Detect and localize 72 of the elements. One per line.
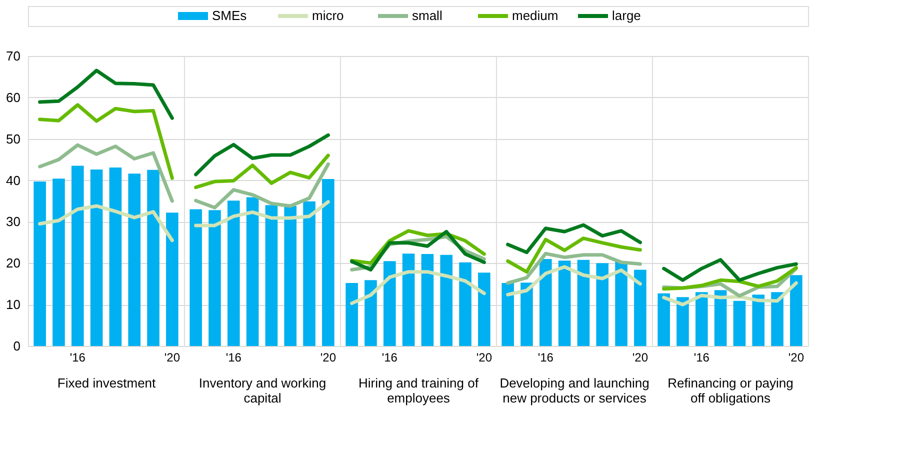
- line-series: [38, 103, 174, 180]
- x-tick-label: '16: [538, 350, 554, 364]
- x-axis-title: Fixed investment: [57, 376, 156, 390]
- y-tick-label: 40: [6, 172, 20, 188]
- x-axis-title: Developing and launching new products or services: [500, 376, 650, 406]
- bar: [71, 166, 84, 346]
- bar: [596, 263, 609, 346]
- bar: [459, 262, 472, 346]
- y-tick-label: 70: [6, 48, 20, 64]
- bar: [364, 280, 377, 346]
- bar: [190, 209, 202, 346]
- bar: [52, 178, 65, 346]
- x-tick-label: '16: [382, 350, 398, 364]
- legend-label: SMEs: [212, 8, 248, 23]
- bar: [265, 205, 278, 346]
- y-tick-label: 0: [13, 338, 20, 354]
- bar: [615, 261, 628, 346]
- x-axis-title: Hiring and training of employees: [358, 376, 479, 406]
- bar: [90, 170, 103, 346]
- bar: [539, 259, 552, 346]
- y-tick-label: 30: [6, 214, 20, 230]
- x-tick-label: '20: [788, 350, 804, 364]
- bar: [383, 261, 396, 346]
- legend-label: large: [612, 8, 641, 23]
- y-tick-label: 20: [6, 256, 20, 271]
- bar: [520, 282, 533, 346]
- line-series: [38, 68, 174, 120]
- bar: [440, 254, 453, 346]
- legend-label: small: [412, 8, 442, 23]
- bar: [752, 294, 765, 346]
- bar: [322, 179, 334, 346]
- x-tick-label: '16: [694, 350, 710, 364]
- line-series: [38, 143, 174, 203]
- bar: [634, 270, 646, 346]
- x-tick-label: '20: [476, 350, 492, 364]
- y-tick-label: 10: [6, 297, 20, 312]
- bar: [109, 167, 122, 346]
- bar: [695, 292, 708, 346]
- bar: [658, 293, 670, 346]
- legend-label: medium: [512, 8, 558, 23]
- y-tick-label: 50: [6, 131, 20, 146]
- x-tick-label: '16: [70, 350, 86, 364]
- bar: [676, 297, 689, 346]
- bar: [558, 260, 571, 346]
- bar: [34, 182, 46, 346]
- legend-label: micro: [312, 8, 344, 23]
- bar: [346, 283, 358, 346]
- bar: [303, 201, 316, 346]
- x-axis-title: Refinancing or paying off obligations: [668, 376, 794, 406]
- bar: [208, 210, 221, 346]
- line-series: [38, 204, 174, 242]
- x-tick-label: '20: [632, 350, 648, 364]
- bar: [733, 300, 746, 346]
- x-tick-label: '20: [320, 350, 336, 364]
- bar: [284, 206, 297, 346]
- bar: [227, 200, 240, 346]
- x-tick-label: '20: [164, 350, 180, 364]
- bar: [166, 212, 178, 346]
- x-tick-label: '16: [226, 350, 242, 364]
- bar: [714, 290, 727, 346]
- x-axis-title: Inventory and working capital: [198, 376, 326, 406]
- bar: [577, 260, 590, 346]
- bar: [421, 254, 434, 346]
- bar: [790, 275, 802, 346]
- bar: [128, 174, 141, 346]
- bar: [478, 272, 490, 346]
- bar: [147, 170, 160, 346]
- bar: [246, 197, 259, 346]
- bar: [771, 292, 784, 346]
- y-tick-label: 60: [6, 90, 20, 105]
- bar: [502, 283, 514, 346]
- bar: [402, 254, 415, 346]
